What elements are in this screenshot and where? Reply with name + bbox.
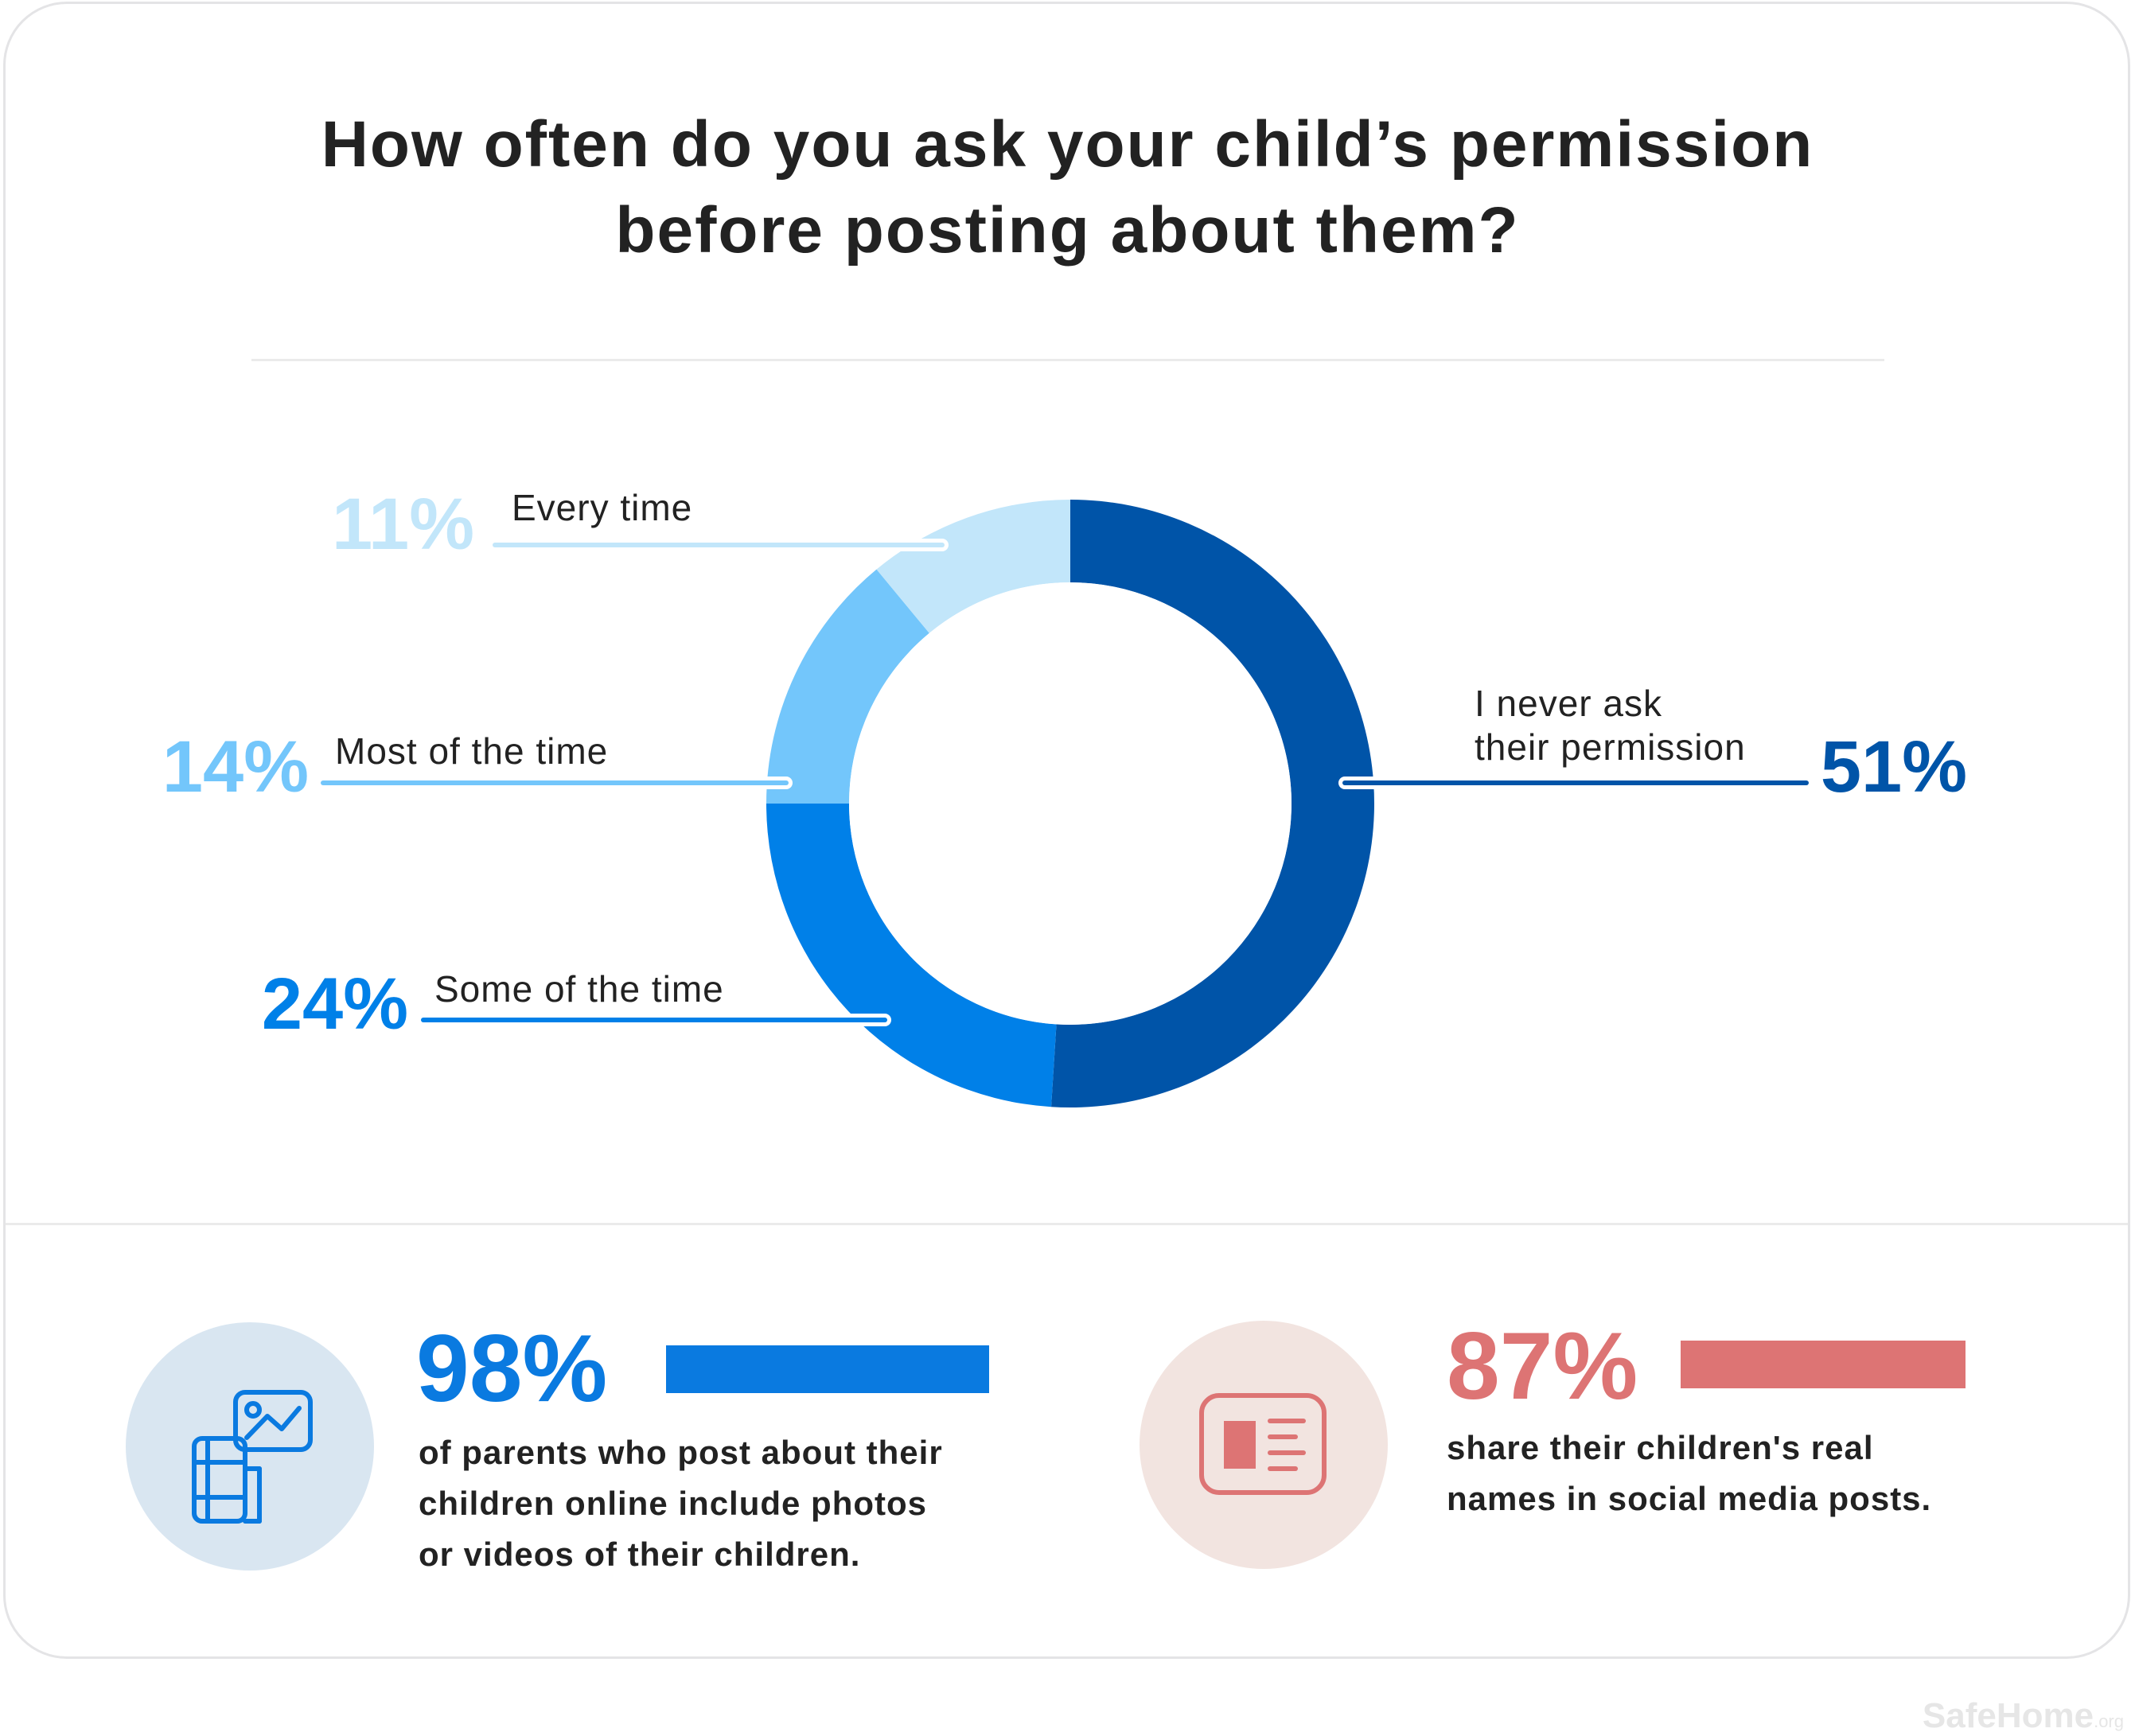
donut-hole [849, 582, 1292, 1025]
slice-category-label: Every time [512, 487, 692, 528]
brand-suffix: .org [2094, 1711, 2124, 1731]
title-line-1: How often do you ask your child’s permis… [321, 108, 1814, 181]
stat-photos-bar [666, 1345, 989, 1393]
stat-names-bar [1681, 1341, 1966, 1388]
stat-names-line-2: names in social media posts. [1447, 1480, 1932, 1517]
brand-name: SafeHome [1922, 1696, 2094, 1735]
stat-photos-text: of parents who post about their children… [419, 1427, 1023, 1580]
stat-photos-value: 98% [416, 1315, 608, 1422]
stat-photos-line-1: of parents who post about their [419, 1434, 943, 1471]
slice-percent-label: 14% [162, 726, 309, 808]
donut-slice-most-of-the-time [766, 569, 929, 804]
top-divider [251, 359, 1884, 361]
title-line-2: before posting about them? [615, 194, 1520, 267]
chart-title: How often do you ask your child’s permis… [0, 102, 2135, 274]
slice-category-label: Some of the time [434, 968, 724, 1010]
stat-names-value: 87% [1447, 1313, 1638, 1419]
donut-slice-i-never-ask-their-permission [1051, 500, 1374, 1107]
id-card-icon [1199, 1393, 1327, 1495]
section-divider [6, 1223, 2128, 1225]
donut-slice-some-of-the-time [766, 804, 1057, 1107]
donut-slice-every-time [876, 500, 1070, 633]
slice-percent-label: 51% [1821, 726, 1967, 808]
photo-icon-circle [126, 1322, 374, 1571]
slice-percent-label: 24% [262, 963, 408, 1045]
slice-percent-label: 11% [332, 484, 474, 565]
stat-names-text: share their children's real names in soc… [1447, 1423, 1988, 1524]
slice-category-label: their permission [1475, 726, 1746, 768]
leader-lines [317, 539, 1813, 1026]
photo-video-icon [192, 1390, 313, 1524]
stat-photos-line-3: or videos of their children. [419, 1536, 861, 1573]
slice-category-label: Most of the time [335, 730, 608, 772]
slice-category-label: I never ask [1475, 683, 1662, 724]
brand-logo: SafeHome.org [1923, 1696, 2124, 1736]
id-icon-circle [1140, 1321, 1388, 1569]
stat-names-line-1: share their children's real [1447, 1429, 1874, 1466]
donut-slices [766, 500, 1374, 1107]
stat-photos-line-2: children online include photos [419, 1485, 928, 1522]
